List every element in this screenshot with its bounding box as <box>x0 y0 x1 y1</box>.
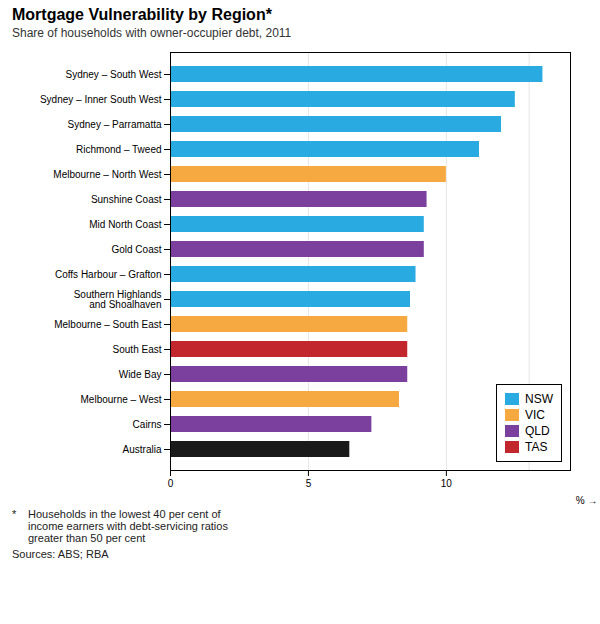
svg-text:Richmond – Tweed: Richmond – Tweed <box>76 144 161 155</box>
html-text:QLD: QLD <box>525 424 550 438</box>
svg-text:Australia: Australia <box>123 444 162 455</box>
html-text:NSW: NSW <box>525 392 553 406</box>
svg-text:Sydney – South West: Sydney – South West <box>66 69 162 80</box>
svg-text:South East: South East <box>113 344 162 355</box>
svg-text:Wide Bay: Wide Bay <box>119 369 162 380</box>
svg-text:Sunshine Coast: Sunshine Coast <box>91 194 162 205</box>
svg-text:Melbourne – South East: Melbourne – South East <box>54 319 162 330</box>
svg-text:Melbourne – North West: Melbourne – North West <box>53 169 161 180</box>
svg-text:Sydney – Inner South West: Sydney – Inner South West <box>40 94 162 105</box>
svg-text:Gold Coast: Gold Coast <box>111 244 161 255</box>
svg-text:% →: % → <box>576 495 598 506</box>
svg-text:Southern Highlandsand Shoalhav: Southern Highlandsand Shoalhaven <box>74 289 162 310</box>
html-text:VIC: VIC <box>525 408 545 422</box>
html-text:TAS: TAS <box>525 440 548 454</box>
svg-text:Mid North Coast: Mid North Coast <box>89 219 161 230</box>
html-text:Households in the lowest 40 pe: Households in the lowest 40 per cent of … <box>28 508 228 544</box>
svg-text:Melbourne – West: Melbourne – West <box>81 394 162 405</box>
svg-text:Coffs Harbour – Grafton: Coffs Harbour – Grafton <box>55 269 162 280</box>
html-text:Sources: ABS; RBA: Sources: ABS; RBA <box>12 548 109 560</box>
html-text:Mortgage Vulnerability by Regi: Mortgage Vulnerability by Region* <box>12 6 272 23</box>
svg-text:Cairns: Cairns <box>133 419 162 430</box>
svg-text:Sydney – Parramatta: Sydney – Parramatta <box>68 119 162 130</box>
svg-text:10: 10 <box>441 478 453 489</box>
svg-text:5: 5 <box>306 478 312 489</box>
html-text:Share of households with owner: Share of households with owner-occupier … <box>12 26 292 40</box>
svg-text:0: 0 <box>168 478 174 489</box>
